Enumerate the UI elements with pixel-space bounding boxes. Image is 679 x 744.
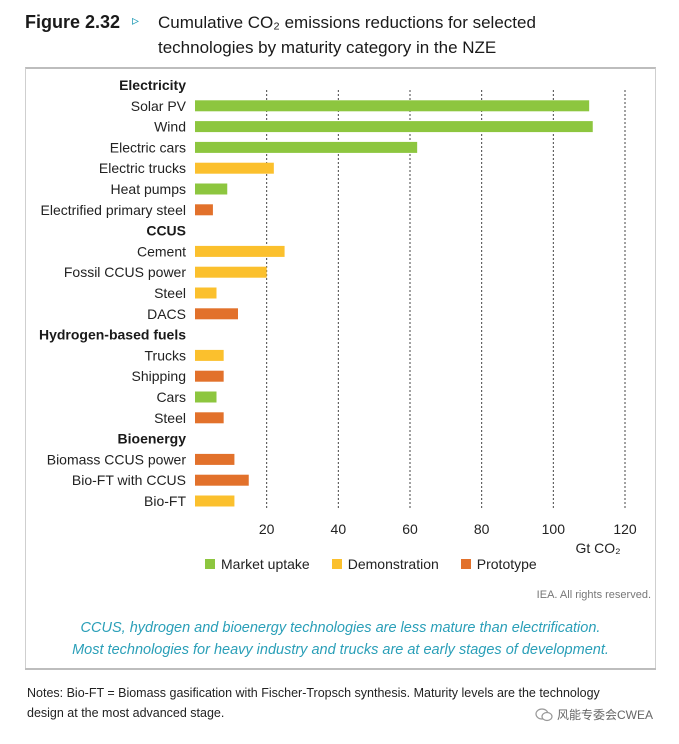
- bar: [195, 121, 593, 133]
- watermark: 风能专委会CWEA: [535, 706, 653, 723]
- legend-swatch: [331, 559, 342, 569]
- figure-title-line-1: Cumulative CO₂ emissions reductions for …: [158, 13, 536, 32]
- bar: [195, 245, 285, 257]
- bar: [195, 287, 217, 299]
- group-heading: Electricity: [119, 77, 186, 93]
- figure-label: Figure 2.32: [25, 12, 121, 32]
- x-tick-label: 20: [259, 521, 275, 537]
- row-label: Cars: [156, 389, 186, 405]
- legend-swatch: [460, 559, 471, 569]
- watermark-text: 风能专委会CWEA: [556, 708, 653, 722]
- legend-label: Prototype: [476, 556, 537, 572]
- notes-line-1: Notes: Bio-FT = Biomass gasification wit…: [27, 686, 600, 700]
- group-heading: Hydrogen-based fuels: [39, 327, 186, 343]
- bar: [195, 162, 274, 174]
- caption-line-2: Most technologies for heavy industry and…: [72, 642, 609, 658]
- credit-text: IEA. All rights reserved.: [536, 589, 651, 601]
- bar: [195, 349, 224, 361]
- row-label: Trucks: [145, 347, 186, 363]
- x-tick-label: 120: [613, 521, 637, 537]
- bar: [195, 266, 267, 278]
- bar: [195, 453, 235, 465]
- row-label: Bio-FT: [144, 493, 186, 509]
- figure-title: Cumulative CO₂ emissions reductions for …: [158, 10, 536, 60]
- caption-line-1: CCUS, hydrogen and bioenergy technologie…: [80, 620, 601, 636]
- chart-legend: Market uptake Demonstration Prototype: [205, 556, 537, 572]
- bar: [195, 308, 238, 320]
- x-tick-label: 100: [542, 521, 566, 537]
- figure-marker-icon: ▹: [132, 12, 140, 28]
- x-axis-unit-label: Gt CO₂: [575, 540, 620, 556]
- row-label: Steel: [154, 410, 186, 426]
- bar-chart: 20 40 60 80 100 120 Gt CO₂ Electricity Solar PV W…: [39, 77, 637, 556]
- notes-line-2: design at the most advanced stage.: [27, 706, 225, 720]
- figure-header: Figure 2.32 ▹ Cumulative CO₂ emissions r…: [0, 0, 679, 66]
- bar: [195, 183, 228, 195]
- x-tick-label: 60: [402, 521, 418, 537]
- bar: [195, 100, 590, 112]
- figure-caption: CCUS, hydrogen and bioenergy technologie…: [25, 617, 656, 661]
- legend-item: Prototype: [460, 556, 537, 572]
- bar: [195, 474, 249, 486]
- row-label: Solar PV: [131, 98, 187, 114]
- row-label: Wind: [154, 119, 186, 135]
- group-heading: CCUS: [146, 223, 186, 239]
- bar: [195, 204, 213, 216]
- figure-frame: [25, 67, 656, 670]
- notes: Notes: Bio-FT = Biomass gasification wit…: [27, 683, 667, 723]
- legend-label: Demonstration: [347, 556, 439, 572]
- legend-item: Demonstration: [331, 556, 439, 572]
- bar: [195, 412, 224, 424]
- row-label: Heat pumps: [111, 181, 186, 197]
- row-label: DACS: [147, 306, 186, 322]
- bar: [195, 391, 217, 403]
- wechat-icon: [535, 707, 553, 721]
- row-label: Electrified primary steel: [41, 202, 187, 218]
- row-label: Shipping: [132, 368, 187, 384]
- legend-swatch: [205, 559, 215, 569]
- figure-frame-bottom: [25, 668, 656, 670]
- row-label: Biomass CCUS power: [47, 451, 187, 467]
- row-label: Electric cars: [110, 139, 186, 155]
- x-tick-label: 40: [331, 521, 347, 537]
- x-tick-label: 80: [474, 521, 490, 537]
- figure-title-line-2: technologies by maturity category in the…: [158, 38, 497, 57]
- group-heading: Bioenergy: [118, 431, 187, 447]
- bar: [195, 495, 235, 507]
- row-label: Cement: [137, 243, 186, 259]
- legend-label: Market uptake: [221, 556, 310, 572]
- row-label: Bio-FT with CCUS: [72, 472, 186, 488]
- bar: [195, 141, 418, 153]
- bar: [195, 370, 224, 382]
- legend-item: Market uptake: [205, 556, 310, 572]
- row-label: Electric trucks: [99, 160, 186, 176]
- row-label: Fossil CCUS power: [64, 264, 186, 280]
- row-label: Steel: [154, 285, 186, 301]
